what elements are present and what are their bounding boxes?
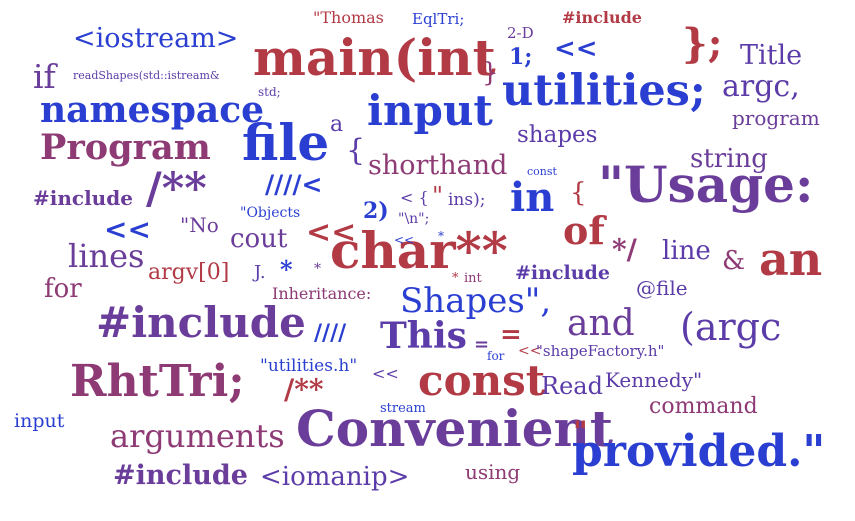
word-provided: provided." xyxy=(572,426,826,477)
word-line: line xyxy=(662,236,711,266)
word-star-1: * xyxy=(438,229,444,243)
word-comment-close: */ xyxy=(612,233,637,266)
word-int-small: int xyxy=(464,271,482,286)
word-string: string xyxy=(690,144,768,174)
word-argc-paren: (argc xyxy=(680,305,782,349)
word-include-top: #include xyxy=(562,8,642,27)
word-for-1: for xyxy=(44,274,82,304)
word-atfile: @file xyxy=(636,276,688,300)
word-include-mid: #include xyxy=(515,262,610,284)
word-include-big: #include xyxy=(96,298,306,347)
word-using: using xyxy=(465,460,521,484)
word-and: and xyxy=(567,303,635,344)
word-brace-1: } xyxy=(482,58,499,88)
word-for-2: for xyxy=(487,349,505,363)
word-star-3: * xyxy=(314,261,321,277)
word-const-small: const xyxy=(527,165,557,178)
word-comment-open: /** xyxy=(146,164,207,214)
word-quote-1: " xyxy=(432,182,444,210)
word-shift-1: << xyxy=(554,34,598,64)
word-brace-2: { xyxy=(346,133,366,168)
word-quote-2: " xyxy=(573,415,588,448)
word-readshapes: readShapes(std::istream& xyxy=(73,69,220,82)
word-file: file xyxy=(242,113,330,172)
word-no: "No xyxy=(180,213,219,237)
word-argc: argc, xyxy=(722,69,800,104)
word-read: Read xyxy=(541,372,603,400)
word-a: a xyxy=(330,112,344,137)
word-close-brace: }; xyxy=(682,20,723,67)
word-title: Title xyxy=(740,40,803,71)
word-char: char** xyxy=(330,221,508,280)
word-one: 1; xyxy=(509,44,533,70)
word-shift-3: << xyxy=(306,215,357,250)
word-std: std; xyxy=(258,85,281,99)
word-inheritance: Inheritance: xyxy=(272,284,372,303)
word-star-4: * xyxy=(452,271,459,286)
word-shorthand: shorthand xyxy=(368,150,508,181)
word-j: J. xyxy=(254,262,266,283)
word-objects: "Objects xyxy=(240,205,301,221)
word-program: Program xyxy=(40,127,211,168)
word-brace-3: { xyxy=(570,178,587,208)
word-input-small: input xyxy=(14,410,65,432)
word-main-int: main(int xyxy=(253,28,496,87)
word-shift-4: << xyxy=(394,233,415,247)
word-utilities: utilities; xyxy=(502,66,706,116)
word-equals-2: = xyxy=(500,320,522,350)
word-star-2: * xyxy=(280,255,293,284)
word-command: command xyxy=(649,394,758,419)
word-lt-brace: < { xyxy=(400,188,429,207)
word-iomanip: <iomanip> xyxy=(260,462,410,492)
word-2d: 2-D xyxy=(507,24,534,42)
word-shapes: shapes xyxy=(517,122,598,148)
word-cout: cout xyxy=(230,224,288,254)
word-namespace: namespace xyxy=(40,89,265,131)
word-if: if xyxy=(33,57,56,96)
word-this: This xyxy=(380,315,467,357)
word-arguments: arguments xyxy=(110,417,285,455)
word-lines: lines xyxy=(68,237,145,275)
word-shift-6: << xyxy=(372,364,399,383)
word-slashes-2: //// xyxy=(314,320,347,346)
word-iostream: <iostream> xyxy=(73,23,239,54)
word-in: in xyxy=(510,174,555,221)
word-argv: argv[0] xyxy=(148,260,230,285)
word-stream: stream xyxy=(380,401,426,416)
word-comment-open-2: /** xyxy=(284,373,324,406)
word-program-small: program xyxy=(732,106,820,130)
word-rhttri: RhtTri; xyxy=(70,356,245,407)
word-ampersand: & xyxy=(722,246,746,276)
word-convenient: Convenient xyxy=(296,399,613,458)
word-two-paren: 2) xyxy=(363,198,389,224)
word-const: const xyxy=(418,356,546,405)
word-shift-2: << xyxy=(104,213,151,246)
word-an: an xyxy=(759,232,823,286)
word-slashes-1: ////< xyxy=(265,170,323,199)
word-eqltri: EqlTri; xyxy=(412,10,465,28)
word-of: of xyxy=(563,208,605,253)
word-shapefactory: "shapeFactory.h" xyxy=(536,342,665,360)
word-ins: ins); xyxy=(448,190,486,210)
word-thomas: "Thomas xyxy=(313,8,384,27)
word-equals-1: = xyxy=(474,334,490,355)
word-kennedy: Kennedy" xyxy=(605,368,703,392)
word-shapes-quote: Shapes", xyxy=(400,281,552,321)
word-shift-5: << xyxy=(518,343,542,359)
word-usage: "Usage: xyxy=(598,155,814,214)
word-input-main: input xyxy=(367,86,493,135)
word-newline: "\n"; xyxy=(398,211,430,227)
word-include-bottom: #include xyxy=(113,460,248,491)
word-include-left: #include xyxy=(33,186,133,210)
word-utilities-h: "utilities.h" xyxy=(260,356,358,376)
